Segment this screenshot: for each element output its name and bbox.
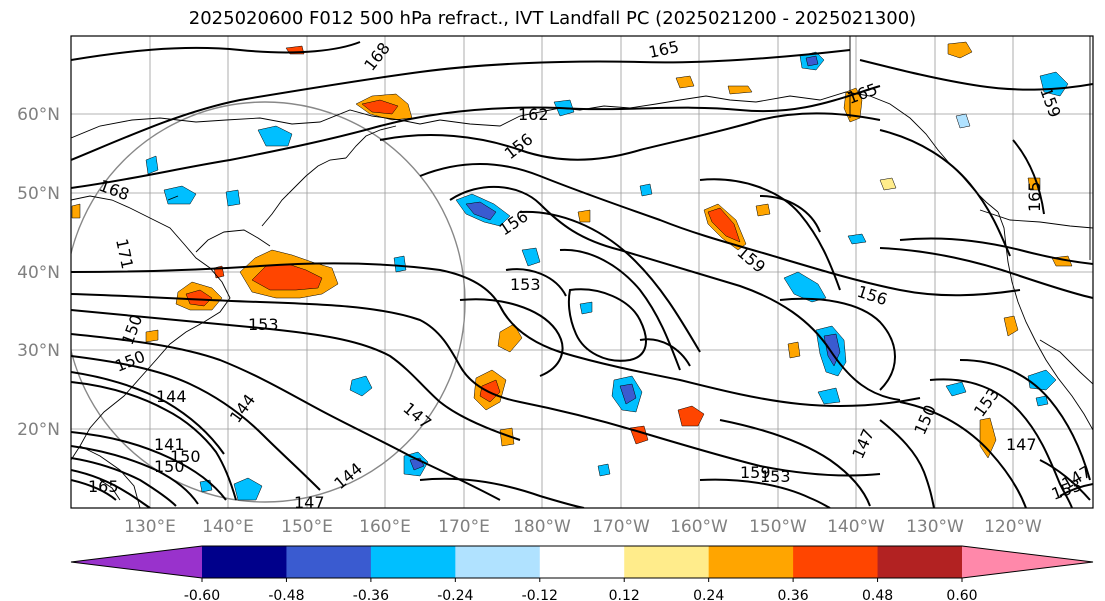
colorbar-swatch bbox=[370, 546, 456, 578]
lon-label: 130°E bbox=[124, 517, 176, 537]
map-title: 2025020600 F012 500 hPa refract., IVT La… bbox=[188, 8, 917, 29]
contour-label: 141 bbox=[154, 435, 185, 454]
colorbar-extend-high bbox=[962, 546, 1093, 578]
lon-label: 140°E bbox=[202, 517, 254, 537]
lon-label: 180°W bbox=[513, 517, 571, 537]
contour-label: 147 bbox=[294, 493, 325, 512]
colorbar-tick-label: 0.12 bbox=[609, 588, 640, 601]
lat-label-50n: 50°N bbox=[17, 184, 60, 204]
lat-label-30n: 30°N bbox=[17, 341, 60, 361]
lon-label: 130°W bbox=[906, 517, 964, 537]
contour-label: 153 bbox=[510, 275, 541, 294]
colorbar-tick-label: -0.36 bbox=[353, 588, 389, 601]
lon-label: 160°E bbox=[359, 517, 411, 537]
colorbar-extend-low bbox=[71, 546, 202, 578]
colorbar-swatch bbox=[455, 546, 541, 578]
contour-label: 153 bbox=[248, 315, 279, 334]
contour-label: 165 bbox=[1025, 181, 1044, 212]
contour-label: 147 bbox=[1006, 435, 1037, 454]
colorbar-tick-label: 0.60 bbox=[946, 588, 977, 601]
lon-label: 170°W bbox=[592, 517, 650, 537]
lon-label: 140°W bbox=[827, 517, 885, 537]
coastlines bbox=[71, 36, 1093, 508]
longitude-labels: 130°E 140°E 150°E 160°E 170°E 180°W 170°… bbox=[124, 517, 1042, 537]
colorbar-tick-label: 0.24 bbox=[693, 588, 724, 601]
lon-label: 170°E bbox=[438, 517, 490, 537]
lat-label-40n: 40°N bbox=[17, 263, 60, 283]
map-panel: 168 165 162 156 165 168 171 156 153 153 … bbox=[70, 35, 1094, 512]
lon-label: 150°W bbox=[749, 517, 807, 537]
region-circle bbox=[71, 101, 466, 503]
colorbar-swatch bbox=[202, 546, 287, 578]
colorbar-swatch bbox=[539, 546, 625, 578]
lon-label: 160°W bbox=[670, 517, 728, 537]
negative-patches bbox=[145, 51, 1069, 501]
colorbar-tick-label: 0.48 bbox=[862, 588, 893, 601]
colorbar-tick-label: -0.48 bbox=[268, 588, 304, 601]
colorbar-swatch bbox=[624, 546, 710, 578]
contour-label: 150 bbox=[170, 447, 201, 466]
refractivity-contours bbox=[71, 41, 1093, 508]
colorbar-tick-label: -0.24 bbox=[437, 588, 473, 601]
colorbar-swatch bbox=[793, 546, 879, 578]
contour-label: 165 bbox=[88, 477, 119, 496]
colorbar: -0.60 -0.48 -0.36 -0.24 -0.12 0.12 0.24 0.36 0.4… bbox=[70, 545, 1094, 601]
lat-label-60n: 60°N bbox=[17, 105, 60, 125]
contour-label: 150 bbox=[154, 457, 185, 476]
lon-label: 150°E bbox=[281, 517, 333, 537]
contour-label: 144 bbox=[156, 387, 187, 406]
contour-label: 159 bbox=[740, 463, 771, 482]
contour-label: 153 bbox=[760, 467, 791, 486]
latitude-labels: 60°N 50°N 40°N 30°N 20°N bbox=[17, 105, 60, 440]
colorbar-tick-label: -0.60 bbox=[184, 588, 220, 601]
colorbar-tick-label: 0.36 bbox=[778, 588, 809, 601]
colorbar-tick-label: -0.12 bbox=[522, 588, 558, 601]
contour-label: 162 bbox=[518, 105, 549, 124]
map-frame bbox=[70, 35, 1094, 509]
colorbar-swatch bbox=[877, 546, 963, 578]
colorbar-swatch bbox=[708, 546, 794, 578]
lat-label-20n: 20°N bbox=[17, 420, 60, 440]
positive-patches bbox=[71, 41, 1073, 459]
colorbar-swatch bbox=[286, 546, 372, 578]
lon-label: 120°W bbox=[984, 517, 1042, 537]
